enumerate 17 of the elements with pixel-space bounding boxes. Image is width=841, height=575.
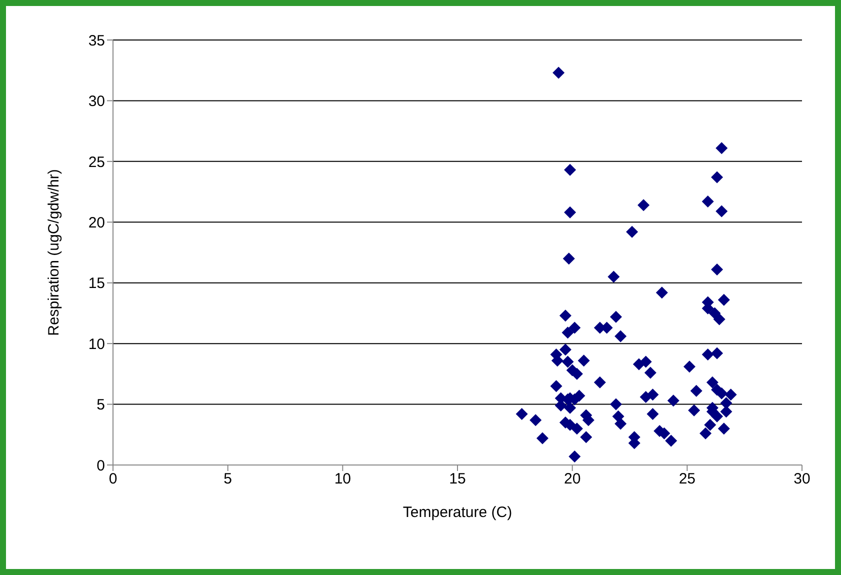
y-tick-label: 15 bbox=[88, 275, 105, 292]
y-tick-label: 30 bbox=[88, 93, 105, 110]
y-tick-label: 35 bbox=[88, 32, 105, 50]
x-tick-label: 20 bbox=[564, 470, 581, 488]
y-tick-label: 20 bbox=[88, 214, 105, 232]
y-tick-label: 10 bbox=[88, 336, 105, 353]
y-tick-label: 25 bbox=[88, 154, 105, 171]
y-tick-label: 0 bbox=[96, 457, 105, 474]
x-tick-label: 15 bbox=[449, 470, 466, 488]
x-tick-label: 30 bbox=[794, 470, 810, 488]
x-tick-label: 10 bbox=[334, 470, 352, 488]
y-axis-title: Respiration (ugC/gdw/hr) bbox=[45, 169, 62, 336]
x-axis-title: Temperature (C) bbox=[402, 504, 512, 521]
x-tick-label: 0 bbox=[108, 470, 118, 488]
x-tick-label: 25 bbox=[678, 470, 696, 488]
x-tick-label: 5 bbox=[224, 470, 232, 488]
y-tick-label: 5 bbox=[96, 396, 105, 414]
